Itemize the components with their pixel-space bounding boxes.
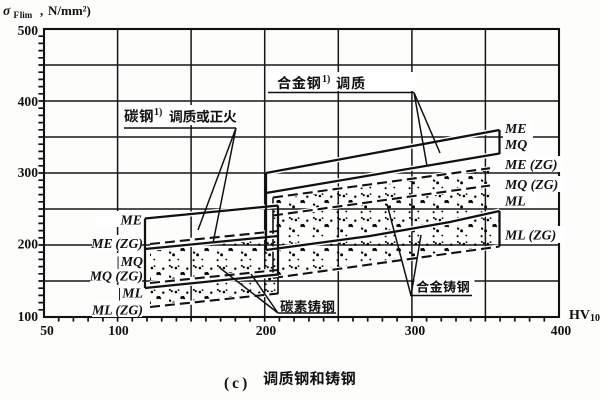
svg-text:ML: ML (504, 194, 526, 209)
svg-text:| MQ: | MQ (117, 254, 143, 269)
svg-text:300: 300 (18, 165, 39, 180)
svg-text:500: 500 (18, 23, 39, 38)
svg-text:400: 400 (18, 94, 39, 109)
svg-text:F lim: F lim (14, 10, 33, 20)
svg-text:1): 1) (154, 107, 162, 118)
svg-text:ME: ME (504, 121, 526, 136)
svg-text:400: 400 (551, 323, 572, 338)
svg-text:MQ: MQ (504, 137, 527, 152)
svg-text:N/mm²): N/mm²) (48, 3, 91, 18)
svg-text:300: 300 (405, 323, 426, 338)
svg-text:,: , (40, 3, 43, 18)
svg-text:100: 100 (18, 309, 39, 324)
svg-text:1): 1) (322, 74, 330, 85)
svg-text:200: 200 (18, 236, 39, 251)
svg-text:ML (ZG): ML (ZG) (504, 228, 556, 244)
svg-text:| ML: | ML (118, 286, 143, 301)
svg-text:MQ (ZG): MQ (ZG) (504, 177, 558, 193)
svg-text:200: 200 (256, 323, 277, 338)
svg-text:ME (ZG): ME (ZG) (90, 236, 143, 252)
svg-text:ME: ME (120, 213, 142, 228)
svg-text:100: 100 (108, 323, 129, 338)
svg-text:ML (ZG): ML (ZG) (91, 303, 143, 319)
svg-text:σ: σ (3, 3, 11, 18)
svg-text:MQ (ZG): MQ (ZG) (89, 269, 143, 285)
svg-text:50: 50 (40, 323, 54, 338)
svg-text:(c): (c) (224, 375, 247, 392)
svg-text:ME (ZG): ME (ZG) (504, 157, 558, 173)
